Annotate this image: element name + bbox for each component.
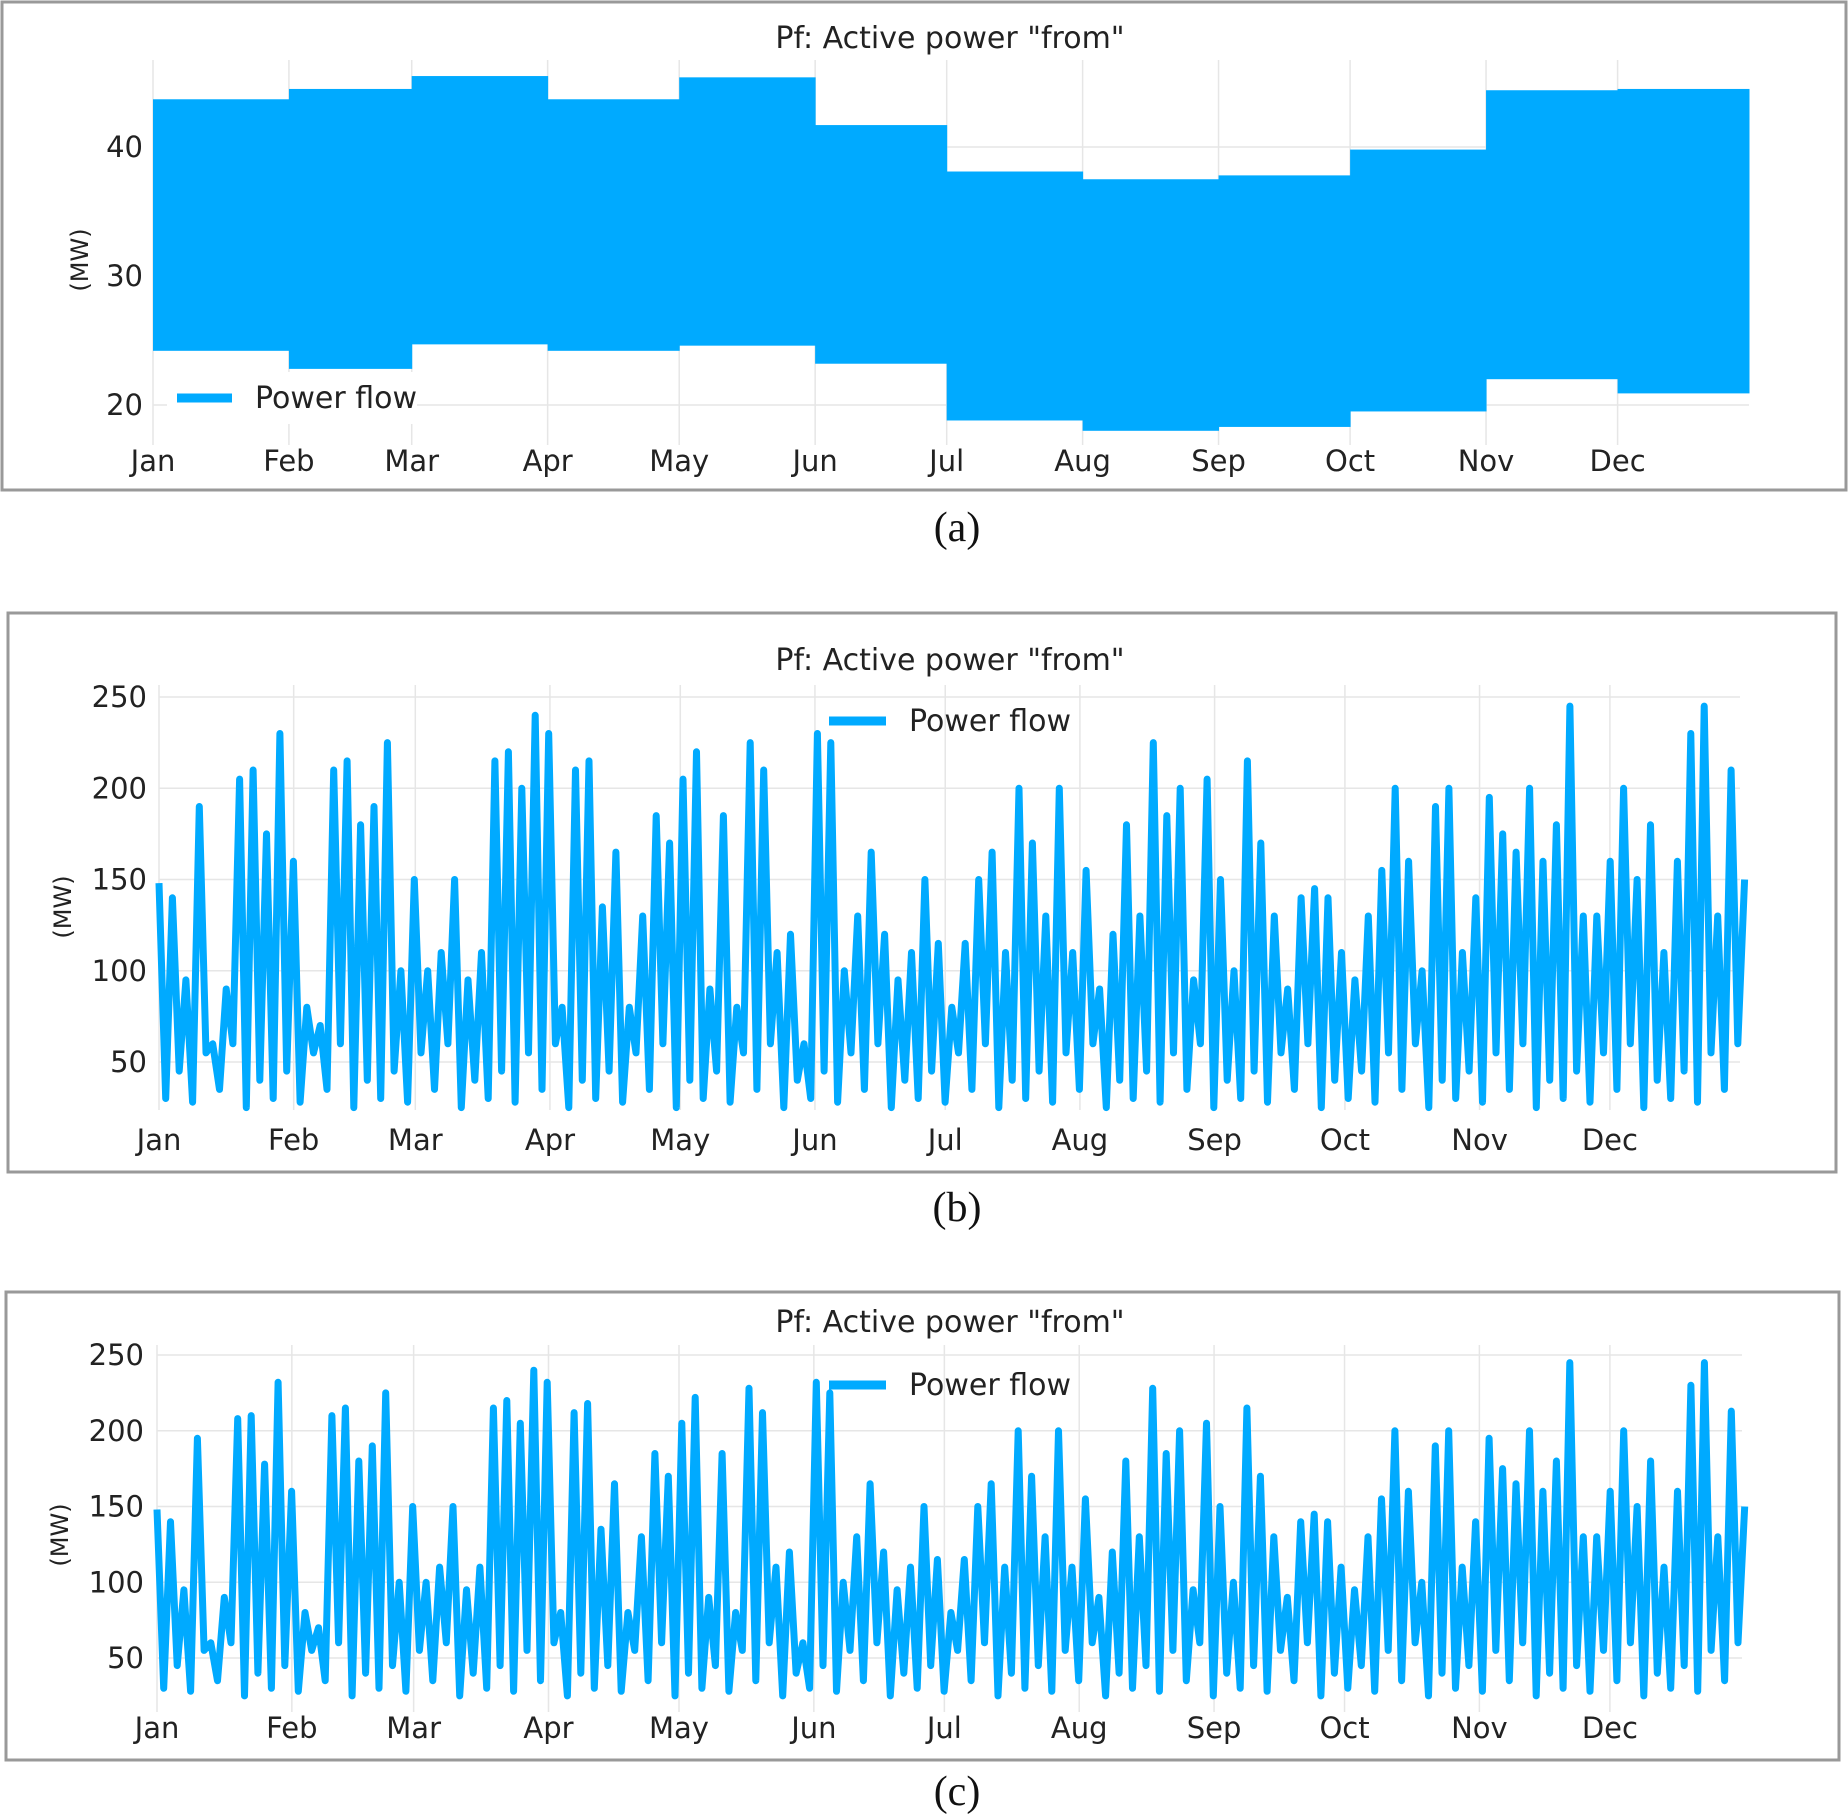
y-tick-label: 50	[110, 1045, 147, 1079]
x-tick-label: Mar	[388, 1123, 443, 1157]
x-tick-label: Jun	[789, 1711, 836, 1745]
x-tick-label: Dec	[1590, 444, 1646, 478]
x-tick-label: Feb	[268, 1123, 319, 1157]
x-tick-label: Aug	[1052, 1123, 1109, 1157]
y-tick-label: 100	[92, 954, 147, 988]
chart-title: Pf: Active power "from"	[775, 1305, 1124, 1340]
y-axis-label: (MW)	[46, 1503, 74, 1566]
panel-caption: (b)	[933, 1185, 982, 1231]
x-tick-label: Dec	[1582, 1123, 1638, 1157]
x-tick-label: Nov	[1451, 1711, 1508, 1745]
x-tick-label: Feb	[263, 444, 314, 478]
x-tick-label: Feb	[266, 1711, 317, 1745]
area-band-mar	[411, 76, 549, 345]
x-tick-label: Jun	[790, 1123, 837, 1157]
x-tick-label: Nov	[1458, 444, 1515, 478]
area-band-jan	[153, 99, 290, 351]
y-tick-label: 150	[92, 863, 147, 897]
area-band-may	[679, 77, 816, 346]
x-tick-label: Apr	[523, 1711, 573, 1745]
area-band-oct	[1350, 149, 1487, 412]
chart-title: Pf: Active power "from"	[775, 21, 1124, 56]
y-tick-label: 250	[92, 680, 147, 714]
x-tick-label: Jan	[129, 444, 176, 478]
y-tick-label: 20	[106, 388, 143, 422]
x-tick-label: Nov	[1451, 1123, 1508, 1157]
y-tick-label: 40	[106, 130, 143, 164]
legend-label: Power flow	[909, 704, 1071, 739]
x-tick-label: Aug	[1051, 1711, 1108, 1745]
y-tick-label: 100	[89, 1565, 144, 1599]
power-flow-line	[153, 1359, 1749, 1700]
area-band-dec	[1617, 88, 1750, 394]
x-tick-label: Jul	[927, 444, 964, 478]
y-tick-label: 150	[89, 1490, 144, 1524]
x-tick-label: May	[650, 1123, 710, 1157]
x-tick-label: Mar	[384, 444, 439, 478]
y-tick-label: 30	[106, 259, 143, 293]
x-tick-label: Oct	[1325, 444, 1375, 478]
x-tick-label: Jan	[133, 1711, 180, 1745]
x-tick-label: Apr	[525, 1123, 575, 1157]
x-tick-label: Mar	[386, 1711, 441, 1745]
x-tick-label: Jan	[135, 1123, 182, 1157]
area-band-jun	[815, 125, 948, 364]
area-band-jul	[946, 171, 1084, 421]
legend: Power flow	[829, 704, 1071, 739]
y-tick-label: 250	[89, 1338, 144, 1372]
area-band-feb	[288, 88, 413, 369]
area-band-nov	[1486, 90, 1619, 380]
legend: Power flow	[829, 1368, 1071, 1403]
x-tick-label: May	[649, 444, 709, 478]
chart-panel-a: Jan Feb Mar Apr May Jun Jul Aug Sep Oct Nov Dec 20 30…	[0, 0, 1848, 492]
x-tick-label: Sep	[1191, 444, 1246, 478]
y-tick-label: 200	[89, 1414, 144, 1448]
x-tick-label: Sep	[1187, 1123, 1242, 1157]
x-tick-label: Apr	[523, 444, 573, 478]
x-tick-label: Jul	[925, 1711, 962, 1745]
y-axis-label: (MW)	[66, 228, 94, 291]
chart-panel-c: Jan Feb Mar Apr May Jun Jul Aug Sep Oct Nov Dec 50 10…	[4, 1290, 1841, 1762]
legend-label: Power flow	[255, 381, 417, 416]
x-tick-label: Jun	[790, 444, 837, 478]
chart-title: Pf: Active power "from"	[775, 643, 1124, 678]
panel-caption: (c)	[934, 1769, 981, 1815]
x-tick-label: Oct	[1320, 1123, 1370, 1157]
area-band-apr	[547, 99, 680, 351]
legend-label: Power flow	[909, 1368, 1071, 1403]
chart-panel-b: Jan Feb Mar Apr May Jun Jul Aug Sep Oct Nov Dec 50 10…	[6, 611, 1838, 1174]
y-tick-label: 50	[107, 1641, 144, 1675]
x-tick-label: Jul	[926, 1123, 963, 1157]
x-tick-label: Aug	[1054, 444, 1111, 478]
area-band-aug	[1082, 179, 1220, 431]
power-flow-line	[155, 702, 1749, 1112]
x-tick-label: May	[649, 1711, 709, 1745]
x-tick-label: Oct	[1319, 1711, 1369, 1745]
x-tick-label: Dec	[1582, 1711, 1638, 1745]
y-axis-label: (MW)	[49, 875, 77, 938]
area-band-sep	[1218, 175, 1351, 427]
x-tick-label: Sep	[1187, 1711, 1242, 1745]
y-tick-label: 200	[92, 771, 147, 805]
legend: Power flow	[167, 372, 417, 424]
panel-caption: (a)	[934, 505, 981, 551]
